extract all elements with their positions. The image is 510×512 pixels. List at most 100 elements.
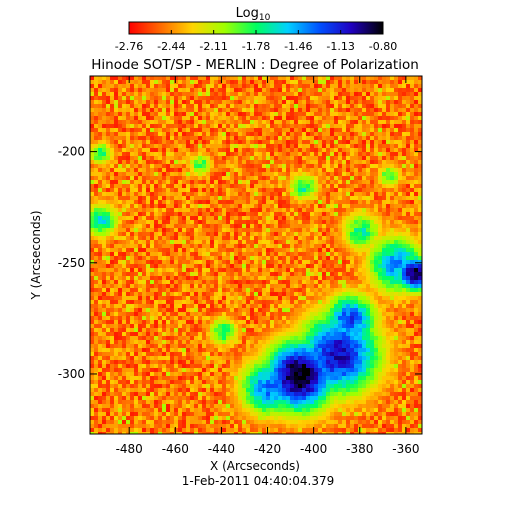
heatmap-cell	[150, 100, 154, 104]
heatmap-cell	[102, 88, 106, 92]
heatmap-cell	[370, 136, 374, 140]
heatmap-cell	[154, 164, 158, 168]
heatmap-cell	[278, 284, 282, 288]
heatmap-cell	[238, 196, 242, 200]
heatmap-cell	[158, 276, 162, 280]
heatmap-cell	[230, 164, 234, 168]
heatmap-cell	[110, 308, 114, 312]
heatmap-cell	[122, 308, 126, 312]
heatmap-cell	[302, 80, 306, 84]
heatmap-cell	[118, 312, 122, 316]
heatmap-cell	[318, 160, 322, 164]
heatmap-cell	[170, 232, 174, 236]
colorbar-tick-label: -1.46	[284, 40, 312, 53]
heatmap-cell	[242, 192, 246, 196]
heatmap-cell	[118, 120, 122, 124]
heatmap-cell	[214, 276, 218, 280]
heatmap-cell	[206, 228, 210, 232]
heatmap-cell	[382, 132, 386, 136]
heatmap-cell	[102, 244, 106, 248]
heatmap-cell	[270, 300, 274, 304]
heatmap-cell	[262, 228, 266, 232]
heatmap-cell	[190, 128, 194, 132]
heatmap-cell	[294, 104, 298, 108]
heatmap-cell	[198, 224, 202, 228]
heatmap-cell	[106, 256, 110, 260]
heatmap-cell	[98, 240, 102, 244]
heatmap-cell	[98, 124, 102, 128]
heatmap-cell	[102, 264, 106, 268]
heatmap-cell	[122, 180, 126, 184]
heatmap-cell	[158, 196, 162, 200]
heatmap-cell	[254, 80, 258, 84]
heatmap-cell	[242, 272, 246, 276]
heatmap-cell	[166, 216, 170, 220]
heatmap-cell	[290, 88, 294, 92]
heatmap-cell	[238, 92, 242, 96]
heatmap-cell	[266, 200, 270, 204]
heatmap-cell	[358, 248, 362, 252]
heatmap-cell	[402, 200, 406, 204]
heatmap-cell	[142, 80, 146, 84]
heatmap-cell	[110, 120, 114, 124]
heatmap-cell	[186, 244, 190, 248]
heatmap-cell	[282, 288, 286, 292]
heatmap-cell	[318, 112, 322, 116]
heatmap-cell	[178, 128, 182, 132]
heatmap-cell	[94, 204, 98, 208]
heatmap-cell	[354, 96, 358, 100]
heatmap-cell	[174, 152, 178, 156]
heatmap-cell	[322, 88, 326, 92]
heatmap-cell	[178, 144, 182, 148]
heatmap-cell	[246, 260, 250, 264]
heatmap-cell	[298, 216, 302, 220]
heatmap-cell	[410, 308, 414, 312]
heatmap-cell	[246, 216, 250, 220]
heatmap-cell	[226, 84, 230, 88]
heatmap-cell	[98, 264, 102, 268]
heatmap-cell	[126, 176, 130, 180]
heatmap-cell	[294, 88, 298, 92]
heatmap-cell	[162, 252, 166, 256]
heatmap-cell	[106, 304, 110, 308]
heatmap-cell	[250, 252, 254, 256]
heatmap-cell	[290, 248, 294, 252]
heatmap-cell	[378, 232, 382, 236]
heatmap-cell	[322, 104, 326, 108]
heatmap-cell	[218, 308, 222, 312]
heatmap-cell	[186, 116, 190, 120]
heatmap-cell	[102, 164, 106, 168]
heatmap-cell	[274, 192, 278, 196]
heatmap-cell	[238, 260, 242, 264]
heatmap-cell	[278, 152, 282, 156]
heatmap-cell	[110, 224, 114, 228]
heatmap-cell	[326, 188, 330, 192]
heatmap-cell	[370, 256, 374, 260]
heatmap-cell	[306, 292, 310, 296]
heatmap-cell	[342, 144, 346, 148]
heatmap-cell	[134, 76, 138, 80]
heatmap-cell	[386, 196, 390, 200]
heatmap-cell	[98, 176, 102, 180]
heatmap-cell	[274, 140, 278, 144]
colorbar-tick-label: -2.76	[115, 40, 143, 53]
heatmap-cell	[418, 180, 422, 184]
heatmap-cell	[414, 144, 418, 148]
heatmap-cell	[418, 128, 422, 132]
heatmap-cell	[98, 100, 102, 104]
heatmap-cell	[146, 104, 150, 108]
heatmap-cell	[414, 196, 418, 200]
heatmap-cell	[118, 88, 122, 92]
heatmap-cell	[310, 312, 314, 316]
heatmap-cell	[186, 236, 190, 240]
heatmap-cell	[138, 224, 142, 228]
heatmap-cell	[378, 84, 382, 88]
heatmap-cell	[286, 312, 290, 316]
heatmap-cell	[322, 224, 326, 228]
heatmap-cell	[122, 88, 126, 92]
heatmap-cell	[130, 200, 134, 204]
heatmap-cell	[302, 224, 306, 228]
heatmap-cell	[162, 120, 166, 124]
heatmap-cell	[326, 144, 330, 148]
heatmap-cell	[402, 160, 406, 164]
